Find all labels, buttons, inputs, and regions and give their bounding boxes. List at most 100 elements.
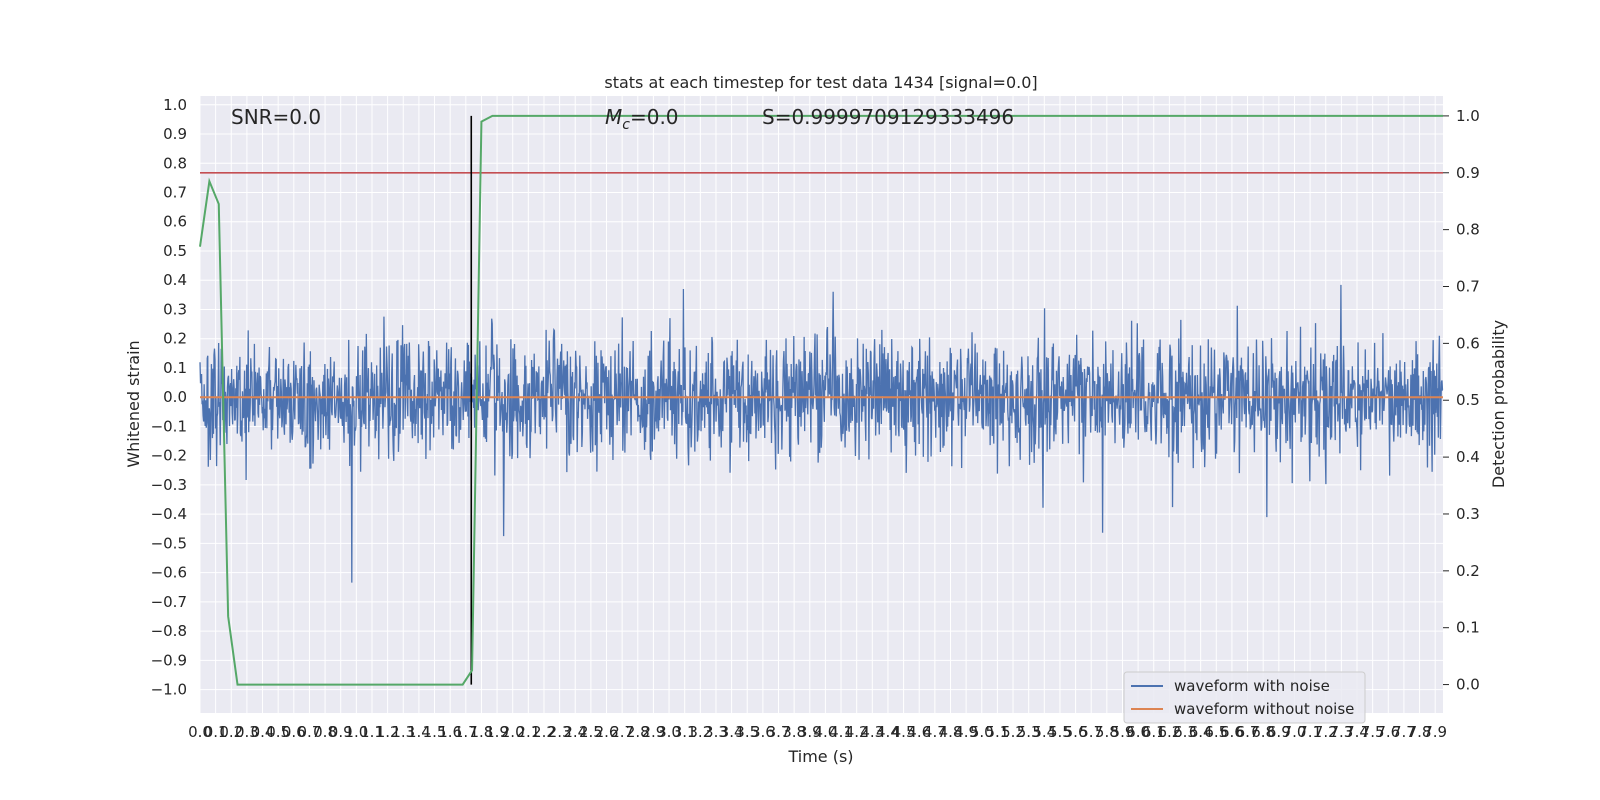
x-tick-label: 1.3 [391,723,415,741]
mc-value: =0.0 [630,105,679,129]
x-tick-label: 4.6 [907,723,931,741]
y2-tick-label: 0.7 [1456,278,1480,296]
x-tick-label: 0.1 [204,723,228,741]
x-tick-label: 2.6 [595,723,619,741]
x-tick-label: 0.6 [282,723,306,741]
x-tick-label: 5.6 [1064,723,1088,741]
x-tick-label: 0.2 [219,723,243,741]
x-tick-label: 3.3 [704,723,728,741]
y-tick-label: 0.6 [163,213,187,231]
x-tick-label: 6.4 [1189,723,1213,741]
x-tick-label: 1.2 [376,723,400,741]
y-tick-label: −1.0 [151,681,187,699]
y-tick-label: −0.8 [151,622,187,640]
y-tick-label: 0.8 [163,154,187,172]
x-tick-label: 5.0 [970,723,994,741]
y-tick-label: −0.2 [151,447,187,465]
x-tick-label: 2.7 [610,723,634,741]
x-tick-label: 7.0 [1283,723,1307,741]
x-tick-label: 3.0 [657,723,681,741]
x-tick-label: 3.9 [798,723,822,741]
x-tick-label: 6.9 [1267,723,1291,741]
chart-title: stats at each timestep for test data 143… [604,73,1037,92]
x-tick-label: 6.6 [1220,723,1244,741]
x-tick-label: 3.4 [720,723,744,741]
x-tick-label: 0.4 [251,723,275,741]
y-tick-label: −0.7 [151,593,187,611]
x-tick-label: 4.9 [954,723,978,741]
x-tick-label: 7.8 [1408,723,1432,741]
y2-axis-label: Detection probability [1489,320,1508,488]
x-tick-label: 3.2 [688,723,712,741]
y2-tick-label: 0.1 [1456,619,1480,637]
x-tick-label: 1.1 [360,723,384,741]
x-tick-label: 0.0 [188,723,212,741]
x-tick-label: 7.9 [1423,723,1447,741]
y2-tick-label: 1.0 [1456,107,1480,125]
x-tick-label: 2.2 [532,723,556,741]
series-lines [199,114,1443,686]
x-tick-label: 2.9 [641,723,665,741]
x-tick-label: 5.7 [1079,723,1103,741]
x-tick-label: 3.5 [735,723,759,741]
x-tick-label: 0.5 [266,723,290,741]
x-tick-label: 5.3 [1017,723,1041,741]
y-tick-label: −0.3 [151,476,187,494]
x-tick-label: 4.5 [892,723,916,741]
legend-box [1123,671,1366,724]
y-tick-label: 0.1 [163,359,187,377]
s-annotation: S=0.9999709129333496 [762,105,1014,129]
x-tick-label: 6.2 [1157,723,1181,741]
x-tick-label: 6.0 [1126,723,1150,741]
y-tick-labels: 1.0 0.9 0.8 0.7 0.6 0.5 0.4 0.3 0.2 0.1 0.0 −0.1 −0.… [151,96,187,699]
x-tick-label: 6.3 [1173,723,1197,741]
x-tick-label: 1.8 [470,723,494,741]
x-tick-label: 4.1 [829,723,853,741]
y-tick-label: 0.9 [163,125,187,143]
y-tick-label: 0.3 [163,300,187,318]
x-tick-label: 6.7 [1236,723,1260,741]
mc-symbol: M [605,105,622,129]
x-tick-label: 4.3 [860,723,884,741]
x-tick-label: 5.5 [1048,723,1072,741]
x-tick-label: 3.6 [751,723,775,741]
y-tick-label: 0.0 [163,388,187,406]
y-tick-label: 0.4 [163,271,187,289]
x-tick-label: 1.7 [454,723,478,741]
x-tick-label: 0.8 [313,723,337,741]
x-tick-label: 6.1 [1142,723,1166,741]
noise-waveform-path [199,284,1444,583]
y-tick-label: −0.6 [151,564,187,582]
x-tick-label: 2.0 [501,723,525,741]
y-tick-label: −0.4 [151,505,187,523]
y2-tick-label: 0.9 [1456,164,1480,182]
x-axis-label: Time (s) [787,747,853,766]
detection-probability-line [199,114,1443,686]
legend-label-clean: waveform without noise [1174,700,1354,718]
x-tick-label: 5.1 [985,723,1009,741]
y-tick-label: 0.5 [163,242,187,260]
x-tick-label: 5.4 [1032,723,1056,741]
x-tick-labels: 0.00.10.20.30.40.50.60.70.80.91.01.11.21… [188,723,1447,741]
y-tick-label: 0.7 [163,183,187,201]
snr-annotation: SNR=0.0 [231,105,321,129]
y2-tick-label: 0.3 [1456,505,1480,523]
x-tick-label: 4.0 [813,723,837,741]
x-tick-label: 2.1 [516,723,540,741]
x-tick-label: 7.1 [1298,723,1322,741]
x-tick-label: 7.2 [1314,723,1338,741]
x-tick-label: 3.7 [767,723,791,741]
x-tick-label: 2.5 [579,723,603,741]
legend: waveform with noise waveform without noi… [1123,671,1366,724]
y-tick-label: 0.2 [163,330,187,348]
x-tick-label: 7.3 [1329,723,1353,741]
x-tick-label: 7.6 [1376,723,1400,741]
y-tick-label: −0.5 [151,534,187,552]
y2-tick-label: 0.8 [1456,221,1480,239]
y-tick-label: −0.9 [151,651,187,669]
x-tick-label: 7.4 [1345,723,1369,741]
y2-tick-label: 0.5 [1456,391,1480,409]
mc-subscript: c [622,117,630,133]
x-tick-label: 5.8 [1095,723,1119,741]
